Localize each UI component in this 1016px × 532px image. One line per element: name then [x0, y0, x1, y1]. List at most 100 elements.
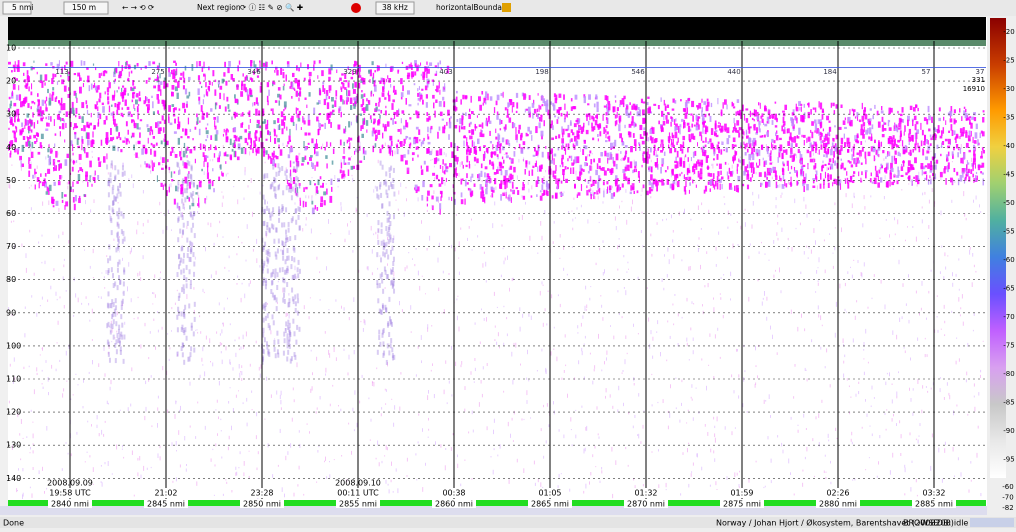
- echo-speck: [572, 228, 573, 230]
- echo-speck: [519, 217, 520, 220]
- echo-speck: [733, 159, 734, 164]
- echo-speck: [915, 175, 917, 182]
- echo-speck: [873, 150, 875, 153]
- echo-speck: [26, 436, 27, 438]
- echo-speck: [251, 178, 252, 183]
- echo-speck: [546, 181, 548, 187]
- echo-speck: [974, 117, 976, 121]
- echo-speck: [672, 109, 675, 111]
- echo-speck: [604, 361, 605, 364]
- next-region[interactable]: Next region: [197, 3, 241, 12]
- palette-icon[interactable]: [502, 3, 511, 12]
- echo-speck: [180, 136, 182, 138]
- nav-arrows[interactable]: ← → ⟲ ⟳: [122, 3, 155, 12]
- echo-speck: [466, 156, 468, 163]
- echo-speck: [157, 110, 159, 114]
- echo-speck: [966, 372, 967, 376]
- echo-speck: [705, 145, 707, 148]
- depth[interactable]: 150 m: [72, 3, 96, 12]
- echo-speck: [160, 277, 161, 279]
- echo-speck: [342, 156, 345, 159]
- echo-speck: [177, 203, 179, 209]
- echo-speck: [50, 286, 51, 290]
- echo-speck: [959, 108, 960, 112]
- echo-speck: [486, 317, 487, 321]
- echo-speck: [926, 318, 927, 320]
- echo-speck: [308, 143, 310, 145]
- record-button[interactable]: [351, 3, 361, 13]
- echo-speck: [75, 93, 76, 98]
- echo-speck: [308, 114, 310, 120]
- echo-speck: [351, 156, 352, 157]
- echo-speck: [130, 404, 131, 407]
- echo-speck: [312, 163, 314, 169]
- echo-speck: [20, 160, 21, 164]
- echo-speck: [858, 160, 860, 163]
- echo-speck: [599, 248, 600, 251]
- echo-speck: [851, 149, 852, 152]
- echo-speck: [529, 95, 531, 100]
- echo-speck: [713, 417, 714, 420]
- echo-speck: [821, 166, 823, 172]
- echo-speck: [72, 102, 74, 108]
- echo-speck: [406, 98, 407, 105]
- echo-speck: [145, 381, 146, 384]
- echo-speck: [42, 467, 43, 471]
- echo-speck: [217, 400, 218, 403]
- echo-speck: [303, 201, 305, 208]
- echo-speck: [752, 154, 754, 160]
- echo-speck: [658, 121, 660, 125]
- echo-speck: [41, 262, 42, 263]
- boundary[interactable]: horizontalBoundary: [436, 3, 510, 12]
- echo-speck: [231, 117, 232, 120]
- echo-speck: [461, 127, 463, 130]
- echo-speck: [206, 89, 207, 95]
- echo-speck: [124, 88, 127, 92]
- frequency[interactable]: 38 kHz: [382, 3, 408, 12]
- echo-speck: [465, 95, 467, 99]
- echo-speck: [47, 300, 48, 302]
- echo-speck: [717, 489, 718, 490]
- echo-speck: [897, 111, 898, 114]
- echo-speck: [134, 495, 135, 497]
- echo-speck: [617, 178, 619, 181]
- echo-speck: [664, 152, 666, 156]
- echo-speck: [64, 259, 65, 261]
- echo-speck: [213, 188, 215, 192]
- echo-speck: [721, 277, 722, 279]
- echo-speck: [187, 196, 189, 199]
- echo-speck: [232, 149, 234, 152]
- echo-speck: [717, 417, 718, 422]
- echo-speck: [824, 164, 826, 166]
- range[interactable]: 5 nmi: [12, 3, 33, 12]
- echo-speck: [210, 159, 211, 161]
- echo-speck: [320, 299, 321, 301]
- echo-speck: [833, 158, 834, 163]
- echo-speck: [344, 349, 345, 351]
- echo-speck: [578, 192, 581, 195]
- echo-speck: [658, 484, 659, 488]
- echo-speck: [225, 161, 226, 164]
- echo-speck: [555, 153, 556, 154]
- echo-speck: [237, 283, 238, 285]
- echo-speck: [419, 86, 420, 90]
- echo-speck: [186, 469, 187, 472]
- echo-speck: [856, 300, 857, 302]
- echo-speck: [975, 175, 977, 181]
- tool-icons[interactable]: ⟳ ⓘ ☷ ✎ ⊘ 🔍 ✚: [240, 2, 303, 12]
- echo-speck: [702, 165, 703, 166]
- echo-speck: [487, 94, 488, 101]
- echo-speck: [836, 302, 837, 307]
- echo-speck: [941, 146, 943, 148]
- echo-speck: [575, 435, 576, 439]
- echo-speck: [215, 443, 216, 446]
- echo-speck: [878, 461, 879, 464]
- echo-speck: [650, 147, 652, 152]
- echo-speck: [28, 141, 31, 146]
- echo-speck: [296, 108, 297, 114]
- echo-speck: [373, 382, 374, 387]
- echo-speck: [776, 119, 778, 122]
- echo-speck: [131, 136, 132, 138]
- echo-speck: [781, 153, 783, 159]
- echo-speck: [681, 403, 682, 406]
